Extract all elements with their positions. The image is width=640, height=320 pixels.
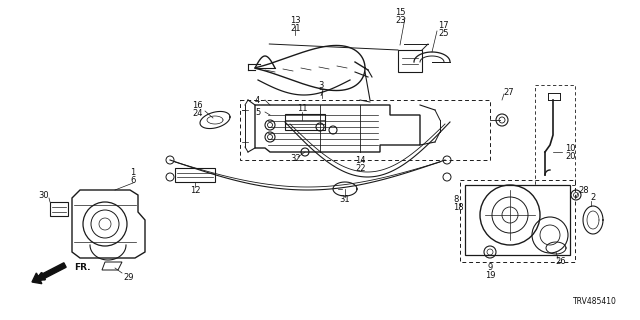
Text: 8: 8 [453, 196, 458, 204]
Text: 6: 6 [131, 175, 136, 185]
Text: 19: 19 [484, 271, 495, 281]
Text: 21: 21 [290, 23, 301, 33]
Text: 23: 23 [395, 15, 406, 25]
Text: FR.: FR. [74, 263, 90, 273]
Text: 30: 30 [38, 190, 49, 199]
Text: 24: 24 [192, 108, 202, 117]
Text: 25: 25 [438, 28, 449, 37]
Text: 18: 18 [453, 204, 463, 212]
Text: 3: 3 [318, 81, 323, 90]
Text: 14: 14 [355, 156, 365, 164]
Text: 9: 9 [488, 263, 493, 273]
Text: 4: 4 [255, 95, 260, 105]
Text: 22: 22 [355, 164, 365, 172]
Text: 13: 13 [290, 15, 301, 25]
Text: 1: 1 [131, 167, 136, 177]
Text: 32: 32 [290, 154, 301, 163]
Text: 26: 26 [555, 258, 566, 267]
Text: 11: 11 [297, 103, 307, 113]
Text: 2: 2 [590, 194, 595, 203]
FancyArrow shape [32, 263, 66, 284]
Text: 7: 7 [318, 89, 323, 98]
Text: 31: 31 [340, 196, 350, 204]
Text: 28: 28 [578, 186, 589, 195]
Text: 16: 16 [192, 100, 203, 109]
Text: 5: 5 [255, 108, 260, 116]
Text: 15: 15 [395, 7, 406, 17]
Text: 29: 29 [123, 273, 134, 282]
Text: 17: 17 [438, 20, 449, 29]
Text: 27: 27 [503, 87, 514, 97]
Text: 12: 12 [189, 186, 200, 195]
Text: TRV485410: TRV485410 [573, 298, 617, 307]
Text: 20: 20 [565, 151, 575, 161]
Text: 10: 10 [565, 143, 575, 153]
